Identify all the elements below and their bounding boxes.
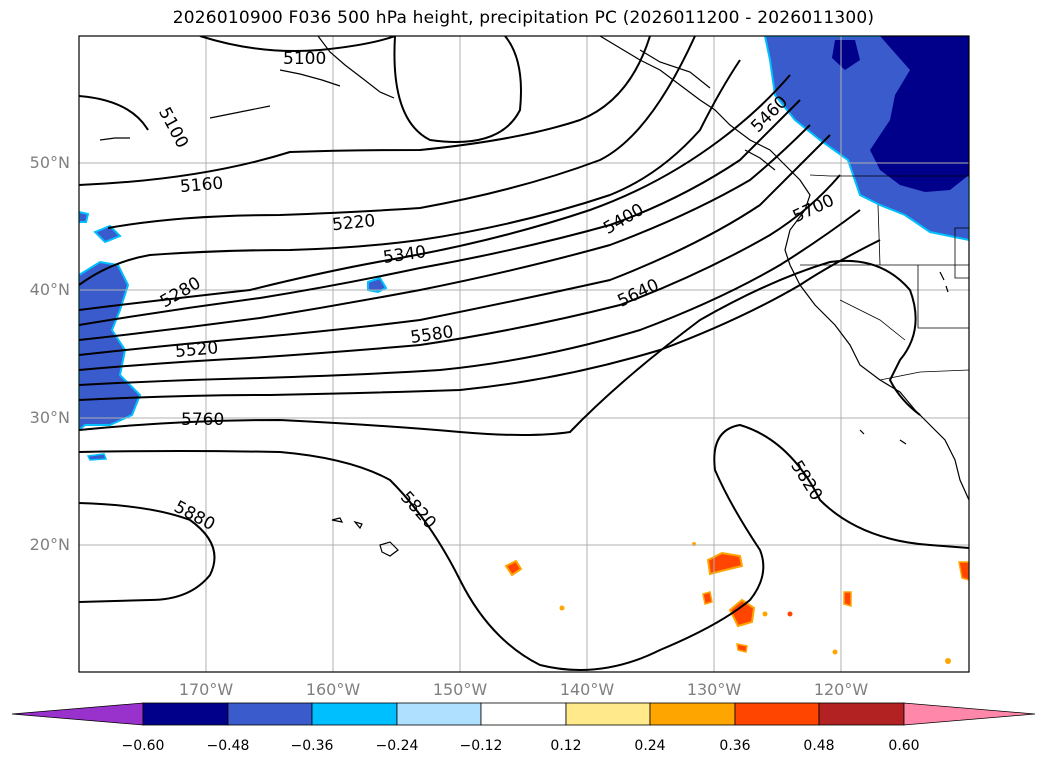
colorbar-tick-label: −0.60: [121, 738, 165, 754]
lon-label-120w: 120°W: [813, 680, 869, 699]
colorbar-tick-label: −0.24: [375, 738, 419, 754]
colorbar-tick-label: 0.36: [719, 738, 751, 754]
contour-label-5220: 5220: [331, 211, 376, 235]
colorbar-swatch: [734, 702, 820, 726]
colorbar-swatch: [649, 702, 736, 726]
precip-positive-areas: [504, 542, 969, 664]
contour-label-5520: 5520: [174, 338, 219, 362]
colorbar-swatch: [565, 702, 651, 726]
precip-negative-areas: [79, 36, 969, 461]
height-contours: [79, 36, 969, 671]
lon-label-130w: 130°W: [686, 680, 742, 699]
lon-label-160w: 160°W: [305, 680, 361, 699]
colorbar-tick-label: −0.12: [459, 738, 503, 754]
colorbar-swatch: [311, 702, 398, 726]
colorbar-tick-label: 0.48: [803, 738, 835, 754]
colorbar-tick-label: −0.48: [206, 738, 250, 754]
colorbar-swatch-extend-high: [903, 702, 1036, 726]
colorbar-swatch: [142, 702, 229, 726]
lat-label-20n: 20°N: [29, 535, 70, 554]
lat-label-50n: 50°N: [29, 153, 70, 172]
colorbar-swatch: [818, 702, 905, 726]
lat-label-30n: 30°N: [29, 408, 70, 427]
colorbar: [11, 702, 1036, 726]
colorbar-swatch: [396, 702, 482, 726]
colorbar-swatch: [480, 702, 567, 726]
map-frame: [78, 35, 970, 673]
lon-label-150w: 150°W: [432, 680, 488, 699]
colorbar-swatch: [227, 702, 313, 726]
lat-label-40n: 40°N: [29, 280, 70, 299]
contour-label-5760: 5760: [181, 410, 224, 430]
colorbar-swatch-extend-low: [11, 702, 144, 726]
colorbar-tick-label: 0.60: [888, 738, 920, 754]
contour-label-5100-a: 5100: [283, 49, 326, 69]
colorbar-tick-label: 0.12: [550, 738, 582, 754]
colorbar-tick-label: 0.24: [634, 738, 666, 754]
colorbar-tick-label: −0.36: [290, 738, 334, 754]
lon-label-140w: 140°W: [559, 680, 615, 699]
contour-label-5160: 5160: [179, 173, 224, 197]
map-title: 2026010900 F036 500 hPa height, precipit…: [172, 8, 875, 28]
lon-label-170w: 170°W: [178, 680, 234, 699]
map-background: [79, 36, 969, 672]
